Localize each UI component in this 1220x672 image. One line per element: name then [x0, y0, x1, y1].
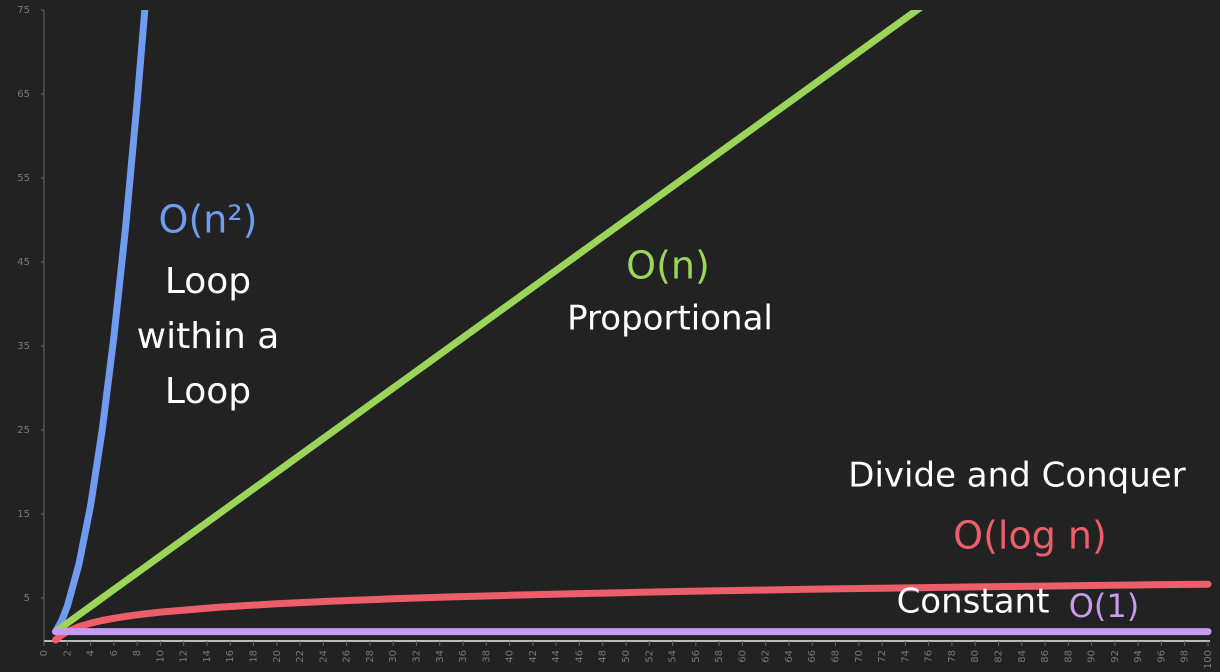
- x-tick-label: 20: [272, 650, 283, 663]
- x-tick-label: 88: [1063, 650, 1074, 663]
- x-tick-label: 64: [784, 650, 795, 663]
- x-tick-label: 40: [505, 650, 516, 663]
- annotation: Proportional: [567, 299, 773, 339]
- x-tick-label: 16: [225, 650, 236, 663]
- annotation: Loop: [165, 261, 251, 302]
- x-tick-label: 60: [737, 650, 748, 663]
- annotation: O(n): [626, 244, 710, 288]
- x-tick-label: 14: [202, 650, 213, 663]
- x-tick-label: 30: [388, 650, 399, 663]
- x-tick-label: 4: [86, 650, 97, 656]
- x-tick-label: 86: [1040, 650, 1051, 663]
- x-tick-label: 62: [761, 650, 772, 663]
- x-tick-label: 92: [1110, 650, 1121, 663]
- x-tick-label: 56: [691, 650, 702, 663]
- y-tick-label: 65: [17, 89, 30, 100]
- y-tick-label: 55: [17, 173, 30, 184]
- x-tick-label: 24: [318, 650, 329, 663]
- annotation: O(n²): [159, 198, 258, 242]
- x-tick-label: 28: [365, 650, 376, 663]
- x-tick-label: 94: [1133, 650, 1144, 663]
- x-tick-label: 26: [342, 650, 353, 663]
- x-tick-label: 32: [411, 650, 422, 663]
- x-tick-label: 58: [714, 650, 725, 663]
- annotation: O(1): [1069, 587, 1140, 625]
- annotation: Divide and Conquer: [848, 456, 1185, 496]
- x-tick-label: 48: [598, 650, 609, 663]
- annotation: within a: [137, 316, 280, 357]
- x-tick-label: 78: [947, 650, 958, 663]
- y-tick-label: 75: [17, 5, 30, 16]
- x-tick-label: 34: [435, 650, 446, 663]
- x-tick-label: 54: [668, 650, 679, 663]
- x-tick-label: 90: [1087, 650, 1098, 663]
- y-tick-label: 35: [17, 341, 30, 352]
- annotation: O(log n): [953, 514, 1107, 558]
- y-tick-label: 45: [17, 257, 30, 268]
- x-tick-label: 52: [644, 650, 655, 663]
- x-tick-label: 68: [831, 650, 842, 663]
- series-line: [52, 10, 149, 636]
- x-tick-label: 46: [574, 650, 585, 663]
- x-tick-label: 74: [900, 650, 911, 663]
- series-line: [52, 580, 1212, 644]
- x-tick-label: 76: [924, 650, 935, 663]
- x-tick-label: 72: [877, 650, 888, 663]
- x-tick-label: 98: [1180, 650, 1191, 663]
- x-tick-label: 50: [621, 650, 632, 663]
- x-tick-label: 0: [39, 650, 50, 656]
- annotation: Constant: [897, 582, 1050, 622]
- x-tick-label: 18: [249, 650, 260, 663]
- annotation: Loop: [165, 371, 251, 412]
- x-tick-label: 44: [551, 650, 562, 663]
- x-tick-label: 36: [458, 650, 469, 663]
- series-line: [52, 10, 923, 636]
- y-tick-label: 5: [24, 593, 30, 604]
- y-tick-label: 15: [17, 509, 30, 520]
- x-tick-label: 80: [970, 650, 981, 663]
- x-tick-label: 22: [295, 650, 306, 663]
- x-tick-label: 12: [179, 650, 190, 663]
- x-tick-label: 8: [132, 650, 143, 656]
- x-tick-label: 84: [1017, 650, 1028, 663]
- x-tick-label: 6: [109, 650, 120, 656]
- x-tick-label: 10: [155, 650, 166, 663]
- x-tick-label: 42: [528, 650, 539, 663]
- x-tick-label: 66: [807, 650, 818, 663]
- x-tick-label: 100: [1203, 650, 1214, 669]
- x-tick-label: 82: [993, 650, 1004, 663]
- x-tick-label: 38: [481, 650, 492, 663]
- y-tick-label: 25: [17, 425, 30, 436]
- x-tick-label: 2: [62, 650, 73, 656]
- x-tick-label: 96: [1156, 650, 1167, 663]
- x-tick-label: 70: [854, 650, 865, 663]
